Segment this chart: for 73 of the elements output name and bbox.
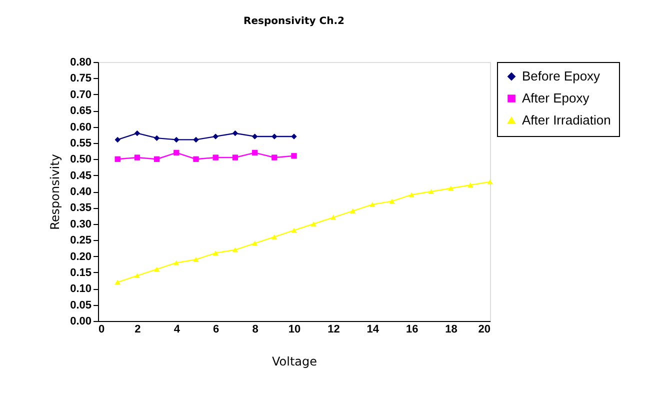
point — [350, 208, 356, 214]
point — [428, 189, 434, 194]
x-tick-label: 12 — [328, 324, 340, 336]
x-tick-label: 18 — [445, 324, 458, 336]
y-axis-title: Responsivity — [48, 154, 62, 230]
point — [272, 134, 278, 140]
point — [193, 156, 199, 162]
y-tick-label: 0.55 — [70, 137, 92, 150]
point — [154, 156, 160, 162]
x-tick-label: 10 — [288, 324, 301, 336]
point — [408, 192, 414, 198]
point — [193, 257, 199, 262]
chart-title: Responsivity Ch.2 — [244, 16, 344, 27]
point — [212, 250, 218, 256]
x-tick-label: 6 — [213, 324, 220, 336]
point — [114, 156, 120, 162]
point — [154, 135, 160, 141]
point — [114, 280, 120, 285]
point — [272, 234, 278, 240]
point — [389, 198, 395, 204]
point — [114, 136, 120, 142]
point — [272, 154, 278, 160]
x-tick-label: 0 — [98, 324, 105, 336]
point — [370, 202, 376, 207]
point — [232, 154, 238, 160]
point — [212, 134, 218, 140]
x-tick-label: 14 — [366, 324, 380, 336]
legend-label: Before Epoxy — [522, 68, 601, 84]
y-tick-label: 0.35 — [70, 202, 92, 214]
point — [310, 222, 316, 226]
y-tick-label: 0.15 — [70, 266, 92, 279]
legend-label: After Epoxy — [522, 90, 590, 106]
x-tick-label: 2 — [134, 324, 141, 336]
x-tick-label: 8 — [252, 324, 258, 336]
y-tick-label: 0.75 — [70, 72, 92, 85]
point — [252, 240, 258, 246]
point — [291, 228, 297, 233]
y-tick-label: 0.05 — [70, 299, 92, 312]
y-tick-label: 0.60 — [70, 121, 92, 134]
point — [487, 179, 493, 184]
point — [154, 266, 160, 272]
y-tick-label: 0.50 — [70, 154, 92, 166]
point — [134, 273, 140, 278]
y-tick-label: 0.80 — [70, 56, 92, 68]
point — [448, 186, 454, 191]
point — [232, 247, 238, 252]
point — [291, 153, 297, 159]
y-tick-label: 0.30 — [70, 218, 92, 230]
point — [134, 130, 140, 136]
y-tick-label: 0.20 — [70, 250, 92, 263]
point — [252, 150, 258, 156]
x-axis-title: Voltage — [272, 354, 318, 368]
point — [174, 150, 180, 156]
y-tick-label: 0.40 — [70, 186, 92, 198]
y-tick-label: 0.70 — [70, 88, 92, 101]
point — [174, 260, 180, 266]
y-tick-label: 0.45 — [70, 170, 92, 182]
point — [134, 154, 140, 160]
point — [330, 215, 336, 220]
point — [193, 136, 199, 142]
legend-label: After Irradiation — [522, 112, 611, 128]
x-tick-label: 4 — [174, 324, 181, 336]
point — [174, 136, 180, 142]
y-tick-label: 0.00 — [70, 316, 92, 328]
point — [468, 182, 474, 188]
point — [291, 134, 297, 140]
x-tick-label: 16 — [406, 324, 418, 336]
y-tick-label: 0.65 — [70, 105, 92, 118]
y-tick-label: 0.25 — [70, 234, 92, 247]
point — [212, 154, 218, 160]
x-tick-label: 20 — [478, 324, 490, 336]
point — [232, 130, 238, 136]
y-tick-label: 0.10 — [70, 283, 92, 296]
